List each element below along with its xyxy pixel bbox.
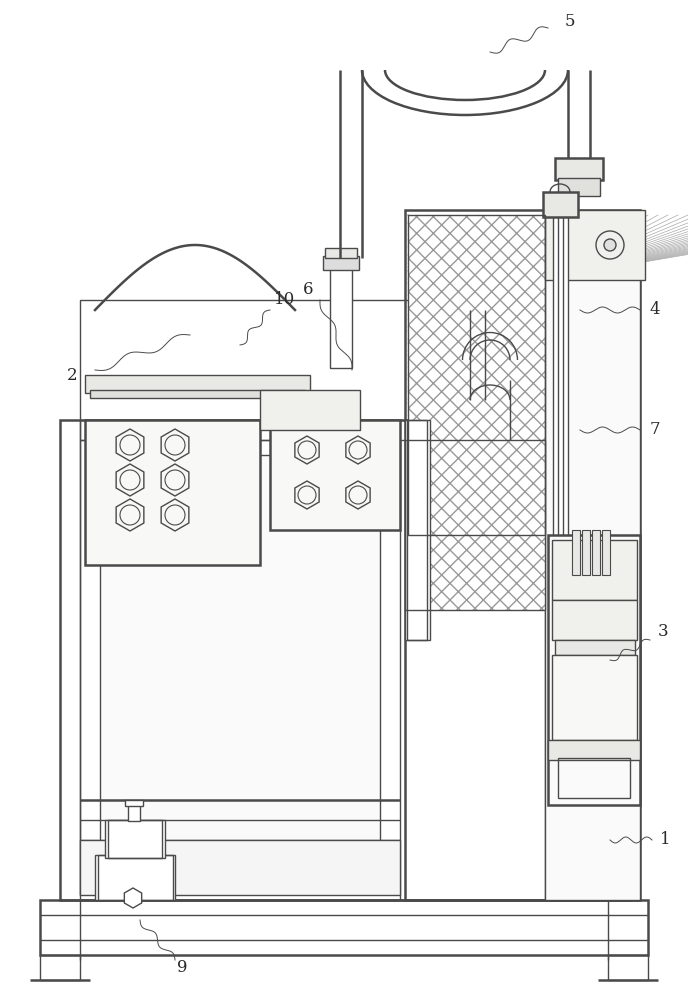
- Bar: [40, 900, 648, 955]
- Bar: [552, 540, 637, 600]
- Bar: [548, 740, 640, 760]
- Text: 1: 1: [660, 832, 670, 848]
- Bar: [90, 390, 305, 398]
- Bar: [108, 820, 162, 858]
- Text: 2: 2: [67, 366, 77, 383]
- Bar: [105, 820, 165, 858]
- Bar: [558, 195, 563, 740]
- Text: 9: 9: [177, 960, 187, 976]
- Circle shape: [604, 239, 616, 251]
- Bar: [408, 215, 545, 535]
- Bar: [608, 955, 648, 980]
- Bar: [405, 440, 545, 610]
- Bar: [85, 375, 310, 393]
- Bar: [323, 256, 359, 270]
- Bar: [80, 440, 400, 900]
- Polygon shape: [125, 888, 142, 908]
- Text: 4: 4: [649, 302, 660, 318]
- Bar: [543, 192, 578, 217]
- Bar: [405, 420, 430, 640]
- Text: 7: 7: [649, 422, 660, 438]
- Bar: [558, 758, 630, 798]
- Bar: [555, 158, 603, 180]
- Bar: [330, 258, 352, 368]
- Bar: [552, 655, 637, 740]
- Bar: [128, 803, 140, 821]
- Bar: [545, 210, 645, 280]
- Bar: [100, 455, 380, 885]
- Bar: [592, 530, 600, 575]
- Bar: [80, 300, 410, 440]
- Bar: [552, 600, 637, 640]
- Text: 6: 6: [303, 282, 313, 298]
- Text: 10: 10: [275, 292, 296, 308]
- Text: 5: 5: [565, 13, 575, 30]
- Bar: [260, 390, 360, 430]
- Bar: [548, 535, 640, 805]
- Bar: [553, 195, 568, 740]
- Text: 3: 3: [658, 624, 668, 641]
- Bar: [558, 178, 600, 196]
- Bar: [405, 210, 640, 900]
- Bar: [85, 420, 260, 565]
- Bar: [95, 855, 175, 900]
- Bar: [408, 215, 545, 535]
- Bar: [407, 420, 427, 640]
- Bar: [408, 215, 545, 535]
- Bar: [325, 248, 357, 258]
- Bar: [545, 210, 640, 900]
- Bar: [80, 840, 400, 895]
- Bar: [60, 420, 630, 900]
- Bar: [602, 530, 610, 575]
- Bar: [582, 530, 590, 575]
- Bar: [405, 440, 545, 610]
- Bar: [40, 955, 80, 980]
- Bar: [555, 640, 635, 655]
- Bar: [572, 530, 580, 575]
- Bar: [125, 800, 143, 806]
- Bar: [98, 855, 173, 900]
- Bar: [270, 420, 400, 530]
